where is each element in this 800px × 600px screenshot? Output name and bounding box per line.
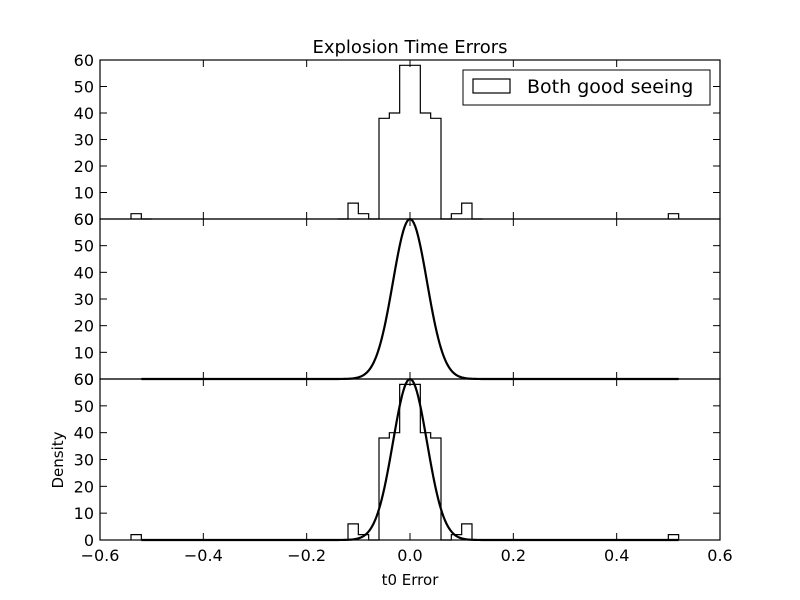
y-tick-label: 20 bbox=[74, 477, 94, 496]
y-tick-label: 0 bbox=[84, 531, 94, 550]
y-tick-label: 30 bbox=[74, 451, 94, 470]
y-tick-label: 40 bbox=[74, 424, 94, 443]
gaussian-fit-line bbox=[141, 377, 679, 542]
x-tick-label: −0.4 bbox=[184, 546, 223, 565]
y-axis-label: Density bbox=[49, 431, 67, 488]
legend-swatch bbox=[472, 78, 511, 94]
y-tick-label: 10 bbox=[74, 343, 94, 362]
panel-middle: 0 10 20 30 40 50 60 bbox=[74, 210, 721, 389]
y-tick-label: 40 bbox=[74, 104, 94, 123]
x-tick-label: 0.6 bbox=[707, 546, 732, 565]
y-tick-label: 30 bbox=[74, 290, 94, 309]
y-tick-label: 0 bbox=[84, 210, 94, 229]
y-tick-label: 60 bbox=[74, 210, 94, 229]
y-tick-label: 50 bbox=[74, 78, 94, 97]
x-tick-label: −0.2 bbox=[287, 546, 326, 565]
y-tick-label: 10 bbox=[74, 504, 94, 523]
x-axis-label: t0 Error bbox=[382, 571, 440, 589]
y-tick-label: 20 bbox=[74, 317, 94, 336]
y-tick-label: 40 bbox=[74, 263, 94, 282]
panel-frame bbox=[99, 218, 721, 380]
y-tick-label: 30 bbox=[74, 131, 94, 150]
panels: 0 10 20 30 40 50 60 Both good seeing 0 10 20 30 40 50… bbox=[74, 51, 733, 565]
panel-bottom: 0 10 20 30 40 50 60 −0.6 −0.4 −0.2 0.0 0.2 0.4 0.6 bbox=[74, 370, 733, 565]
x-tick-label: 0.4 bbox=[604, 546, 629, 565]
panel-top: 0 10 20 30 40 50 60 Both good seeing bbox=[74, 51, 721, 229]
y-tick-label: 60 bbox=[74, 51, 94, 70]
x-tick-label: 0.2 bbox=[501, 546, 526, 565]
y-tick-label: 60 bbox=[74, 370, 94, 389]
legend-label: Both good seeing bbox=[527, 76, 693, 98]
panel-frame bbox=[99, 378, 721, 541]
x-tick-label: −0.6 bbox=[81, 546, 120, 565]
y-tick-label: 0 bbox=[84, 370, 94, 389]
histogram-steps bbox=[130, 383, 680, 541]
y-tick-label: 10 bbox=[74, 184, 94, 203]
x-tick-label: 0.0 bbox=[397, 546, 422, 565]
legend: Both good seeing bbox=[462, 69, 711, 106]
y-tick-label: 50 bbox=[74, 237, 94, 256]
legend-box bbox=[462, 69, 711, 106]
gaussian-fit-line bbox=[141, 217, 679, 381]
chart-title: Explosion Time Errors bbox=[312, 37, 507, 58]
y-tick-label: 20 bbox=[74, 157, 94, 176]
y-tick-label: 50 bbox=[74, 397, 94, 416]
